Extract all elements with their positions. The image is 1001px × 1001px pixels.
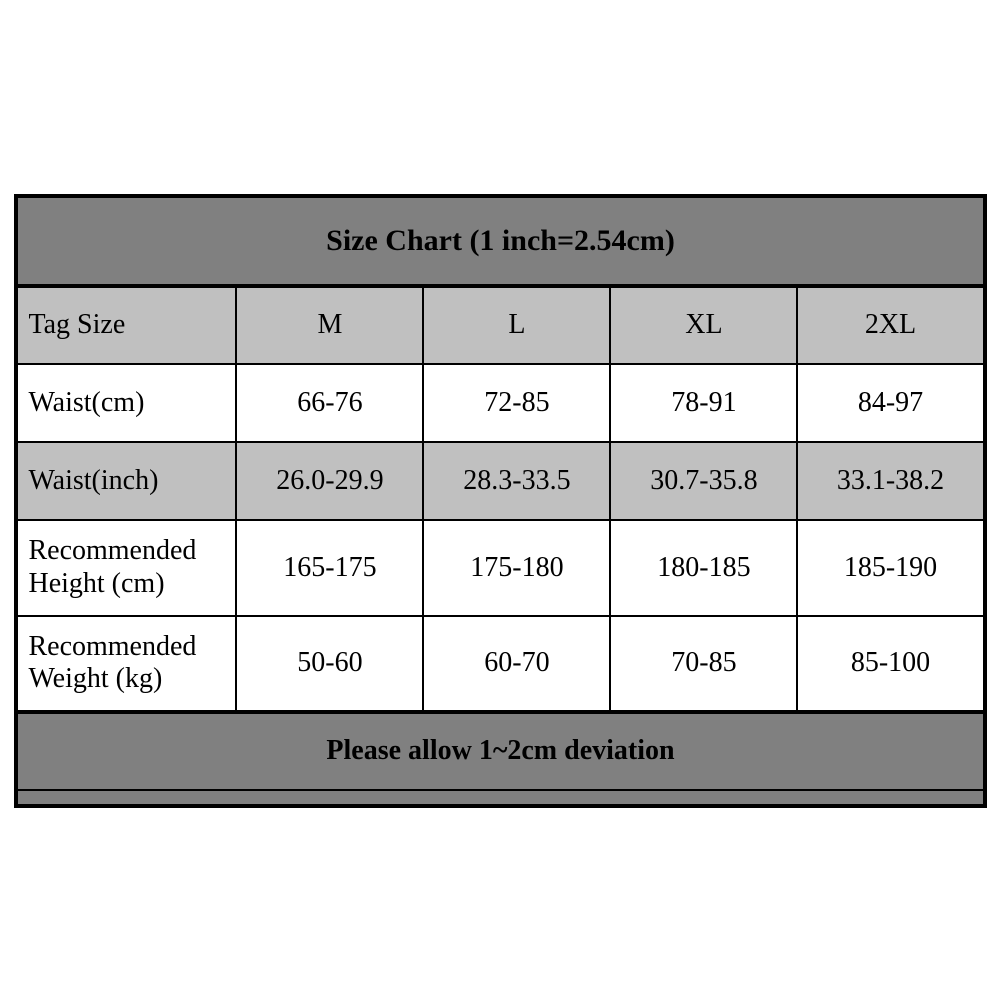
table-row: Recommended Height (cm)165-175175-180180…	[16, 520, 984, 616]
header-label: Tag Size	[16, 286, 236, 364]
row-label: Waist(inch)	[16, 442, 236, 520]
table-row: Waist(cm)66-7672-8578-9184-97	[16, 364, 984, 442]
header-row: Tag Size M L XL 2XL	[16, 286, 984, 364]
row-value: 72-85	[423, 364, 610, 442]
row-value: 50-60	[236, 616, 423, 712]
row-label: Waist(cm)	[16, 364, 236, 442]
row-value: 165-175	[236, 520, 423, 616]
footer-gap-cell	[16, 790, 984, 806]
size-col-3: 2XL	[797, 286, 984, 364]
table-row: Recommended Weight (kg)50-6060-7070-8585…	[16, 616, 984, 712]
row-label: Recommended Height (cm)	[16, 520, 236, 616]
footer-gap-row	[16, 790, 984, 806]
row-value: 84-97	[797, 364, 984, 442]
size-chart-container: Size Chart (1 inch=2.54cm) Tag Size M L …	[0, 0, 1001, 1001]
row-value: 185-190	[797, 520, 984, 616]
table-title: Size Chart (1 inch=2.54cm)	[16, 196, 984, 286]
row-value: 85-100	[797, 616, 984, 712]
title-row: Size Chart (1 inch=2.54cm)	[16, 196, 984, 286]
row-value: 66-76	[236, 364, 423, 442]
row-label: Recommended Weight (kg)	[16, 616, 236, 712]
table-footer: Please allow 1~2cm deviation	[16, 712, 984, 790]
footer-row: Please allow 1~2cm deviation	[16, 712, 984, 790]
table-row: Waist(inch)26.0-29.928.3-33.530.7-35.833…	[16, 442, 984, 520]
row-value: 70-85	[610, 616, 797, 712]
row-value: 78-91	[610, 364, 797, 442]
row-value: 175-180	[423, 520, 610, 616]
row-value: 33.1-38.2	[797, 442, 984, 520]
row-value: 60-70	[423, 616, 610, 712]
size-chart-table: Size Chart (1 inch=2.54cm) Tag Size M L …	[14, 194, 986, 808]
size-chart-body: Size Chart (1 inch=2.54cm) Tag Size M L …	[16, 196, 984, 806]
row-value: 30.7-35.8	[610, 442, 797, 520]
size-col-1: L	[423, 286, 610, 364]
size-col-2: XL	[610, 286, 797, 364]
row-value: 28.3-33.5	[423, 442, 610, 520]
row-value: 180-185	[610, 520, 797, 616]
size-col-0: M	[236, 286, 423, 364]
row-value: 26.0-29.9	[236, 442, 423, 520]
